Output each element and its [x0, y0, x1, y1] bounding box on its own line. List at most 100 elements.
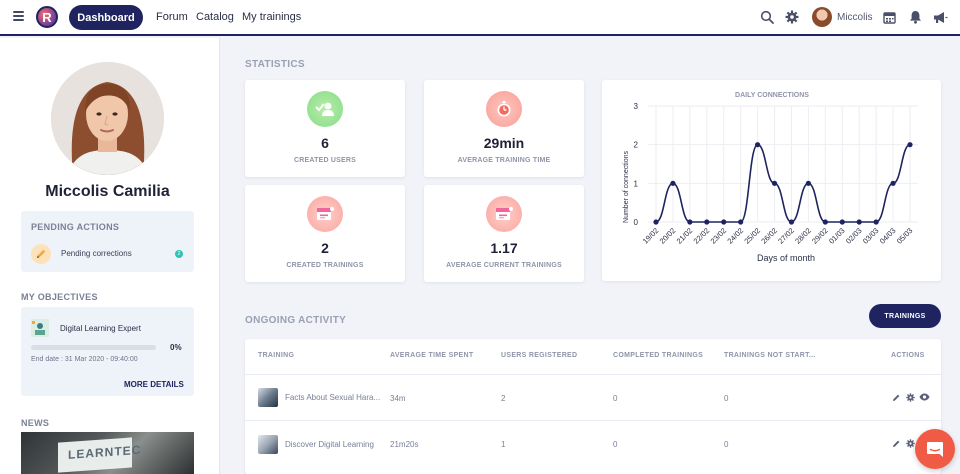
training-name[interactable]: Discover Digital Learning [285, 440, 374, 449]
stat-label: AVERAGE CURRENT TRAININGS [446, 262, 562, 269]
daily-connections-chart: DAILY CONNECTIONS 0 1 2 3 19/0220/0221/0222… [623, 92, 918, 263]
chart-data-point[interactable] [771, 180, 778, 186]
news-title: NEWS [21, 418, 50, 428]
chart-data-point[interactable] [687, 219, 693, 225]
training-name[interactable]: Facts About Sexual Hara... [285, 393, 381, 402]
megaphone-icon[interactable] [932, 9, 948, 25]
column-header-not-started[interactable]: TRAININGS NOT START... [724, 352, 816, 359]
chart-x-axis-label: Days of month [757, 253, 815, 263]
chart-data-point[interactable] [788, 219, 795, 225]
chart-data-point[interactable] [856, 219, 862, 225]
chart-x-tick-label: 23/02 [709, 226, 729, 246]
chart-title: DAILY CONNECTIONS [735, 92, 809, 99]
nav-forum-link[interactable]: Forum [156, 11, 188, 23]
objective-title[interactable]: Digital Learning Expert [60, 324, 141, 333]
training-completed: 0 [613, 440, 618, 449]
stat-card-created-trainings: 2 CREATED TRAININGS [245, 185, 405, 282]
calendar-icon[interactable] [881, 9, 897, 25]
stat-value: 1.17 [490, 240, 518, 256]
column-header-average-time[interactable]: AVERAGE TIME SPENT [390, 352, 474, 359]
chat-widget-button[interactable] [915, 429, 955, 469]
ongoing-activity-title: ONGOING ACTIVITY [245, 315, 347, 326]
chart-data-point[interactable] [822, 219, 828, 225]
chart-x-tick-label: 28/02 [793, 226, 813, 246]
profile-photo [51, 62, 164, 175]
training-time: 34m [390, 394, 406, 403]
training-time: 21m20s [390, 440, 419, 449]
trainings-button[interactable]: TRAININGS [869, 304, 941, 328]
chart-x-tick-label: 03/03 [861, 226, 881, 246]
chart-x-tick-label: 01/03 [827, 226, 847, 246]
chart-x-tick-label: 04/03 [878, 226, 898, 246]
chart-data-point[interactable] [907, 142, 913, 148]
hamburger-menu-icon[interactable] [13, 11, 24, 21]
more-details-link[interactable]: MORE DETAILS [124, 380, 184, 389]
top-navbar: R Dashboard Forum Catalog My trainings M… [0, 0, 960, 36]
pending-count-badge: 2 [175, 250, 183, 258]
edit-pencil-icon[interactable] [891, 392, 901, 402]
news-image-sign: LEARNTEC [58, 437, 141, 473]
stopwatch-icon [486, 91, 522, 127]
pending-corrections-link[interactable]: Pending corrections [61, 249, 132, 258]
chart-y-tick-label: 2 [634, 141, 639, 150]
nav-dashboard-button[interactable]: Dashboard [69, 5, 143, 30]
chart-series-line [655, 143, 911, 223]
chart-data-point[interactable] [670, 180, 676, 186]
objective-progress-bar [31, 345, 156, 350]
view-eye-icon[interactable] [919, 392, 930, 402]
stat-label: CREATED TRAININGS [286, 262, 364, 269]
column-header-actions: ACTIONS [891, 352, 925, 359]
stat-card-average-current-trainings: 1.17 AVERAGE CURRENT TRAININGS [424, 185, 584, 282]
training-users: 2 [501, 394, 506, 403]
ongoing-activity-table: TRAINING AVERAGE TIME SPENT USERS REGIST… [245, 339, 941, 474]
gear-icon[interactable] [784, 9, 800, 25]
profile-name: Miccolis Camilia [45, 183, 170, 200]
my-objectives-title: MY OBJECTIVES [21, 292, 98, 302]
objective-card: Digital Learning Expert 0% End date : 31… [21, 307, 194, 396]
chart-x-tick-label: 27/02 [776, 226, 796, 246]
stat-card-average-training-time: 29min AVERAGE TRAINING TIME [424, 80, 584, 177]
users-check-icon [307, 91, 343, 127]
chart-x-tick-label: 19/02 [641, 226, 661, 246]
chart-x-tick-label: 21/02 [675, 226, 695, 246]
settings-gear-icon[interactable] [905, 438, 915, 448]
chart-y-tick-label: 1 [634, 179, 639, 188]
objective-end-date: End date : 31 Mar 2020 - 09:40:00 [31, 356, 138, 363]
chart-data-point[interactable] [755, 142, 761, 148]
column-header-completed[interactable]: COMPLETED TRAININGS [613, 352, 704, 359]
edit-pencil-icon[interactable] [891, 438, 901, 448]
row-divider [245, 420, 941, 421]
chart-x-tick-label: 20/02 [658, 226, 678, 246]
chart-data-point[interactable] [738, 219, 744, 225]
column-header-users-registered[interactable]: USERS REGISTERED [501, 352, 578, 359]
settings-gear-icon[interactable] [905, 392, 915, 402]
chart-data-point[interactable] [873, 219, 879, 225]
stat-value: 2 [321, 240, 329, 256]
chart-data-point[interactable] [890, 180, 896, 186]
user-name[interactable]: Miccolis [837, 12, 873, 23]
chart-y-tick-label: 3 [634, 102, 639, 111]
news-image[interactable]: LEARNTEC [21, 432, 194, 474]
chat-bubble-icon [927, 441, 943, 457]
pending-actions-card: PENDING ACTIONS Pending corrections 2 [21, 211, 194, 272]
stat-card-created-users: 6 CREATED USERS [245, 80, 405, 177]
pending-actions-title: PENDING ACTIONS [31, 222, 120, 232]
nav-my-trainings-link[interactable]: My trainings [242, 11, 302, 23]
chart-data-point[interactable] [704, 219, 710, 225]
left-sidebar: Miccolis Camilia PENDING ACTIONS Pending… [0, 38, 220, 474]
column-header-training[interactable]: TRAINING [258, 352, 295, 359]
objective-thumbnail [31, 319, 49, 337]
nav-catalog-link[interactable]: Catalog [196, 11, 234, 23]
chart-data-point[interactable] [721, 219, 727, 225]
chart-y-axis-label: Number of connections [623, 151, 630, 223]
user-avatar[interactable] [812, 7, 832, 27]
chart-data-point[interactable] [805, 180, 811, 186]
training-users: 1 [501, 440, 506, 449]
app-logo[interactable]: R [36, 6, 58, 28]
bell-icon[interactable] [907, 9, 923, 25]
chart-x-tick-label: 26/02 [759, 226, 779, 246]
search-icon[interactable] [759, 9, 775, 25]
chart-data-point[interactable] [839, 219, 845, 225]
training-thumbnail [258, 388, 278, 407]
chart-data-point[interactable] [653, 219, 659, 225]
